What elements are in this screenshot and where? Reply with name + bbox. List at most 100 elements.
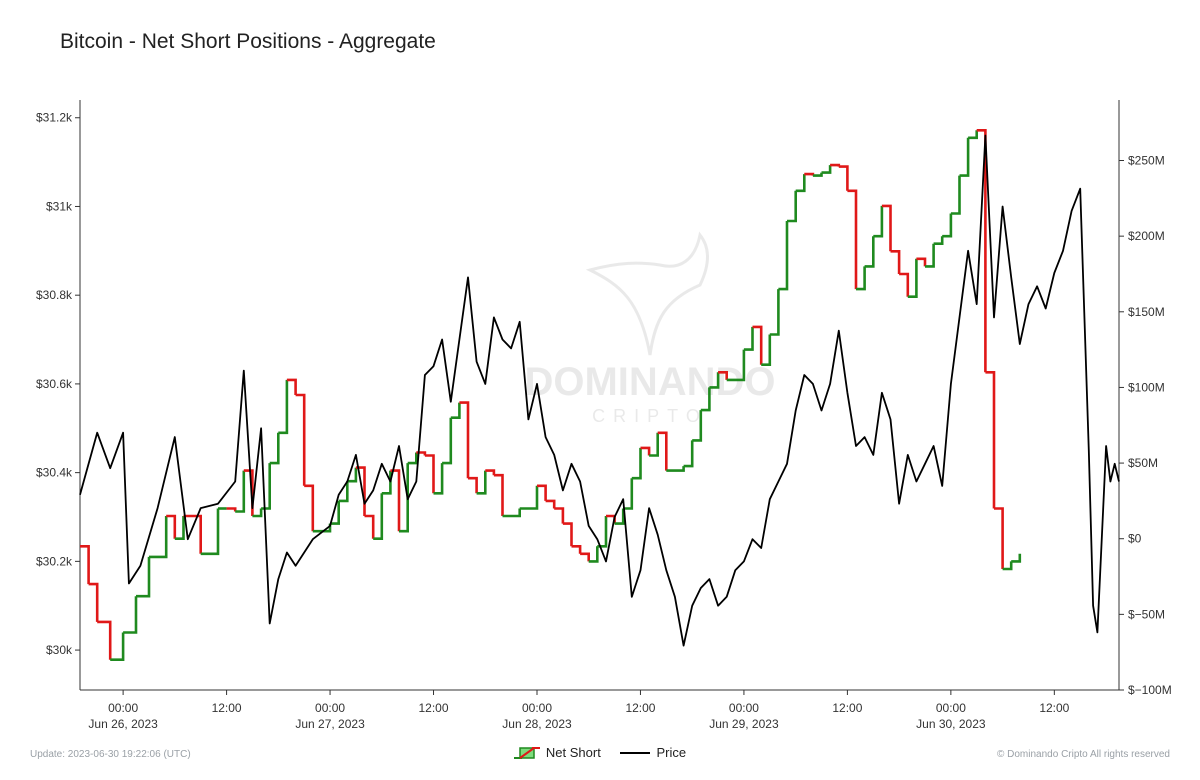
net-short-segment: [769, 289, 780, 336]
net-short-segment: [985, 371, 996, 509]
net-short-segment: [174, 516, 185, 540]
right-tick-label: $150M: [1128, 305, 1165, 319]
net-short-segment: [959, 137, 970, 177]
net-short-segment: [407, 452, 418, 465]
net-short-segment: [890, 250, 901, 274]
chart-title: Bitcoin - Net Short Positions - Aggregat…: [60, 30, 436, 53]
net-short-segment: [562, 522, 573, 547]
x-tick-time-label: 12:00: [625, 701, 655, 715]
right-tick-label: $200M: [1128, 229, 1165, 243]
left-tick-label: $30.2k: [36, 554, 73, 568]
net-short-segment: [554, 507, 565, 524]
net-short-segment: [950, 175, 961, 215]
left-tick-label: $30.4k: [36, 466, 73, 480]
net-short-segment: [881, 204, 892, 252]
net-short-segment: [795, 174, 806, 193]
watermark-line1: DOMINANDO: [524, 360, 775, 404]
net-short-segment: [136, 556, 151, 598]
legend-net-short-swatch-icon: [513, 746, 540, 759]
net-short-segment: [252, 508, 263, 518]
x-tick-time-label: 00:00: [729, 701, 759, 715]
net-short-segment: [166, 514, 177, 539]
net-short-segment: [433, 463, 444, 495]
net-short-segment: [838, 165, 849, 191]
net-short-segment: [726, 349, 746, 382]
net-short-segment: [399, 463, 409, 533]
net-short-segment: [364, 514, 375, 539]
x-tick-time-label: 12:00: [419, 701, 449, 715]
net-short-segment: [580, 552, 590, 562]
net-short-segment: [916, 257, 927, 267]
left-tick-label: $30k: [46, 643, 73, 657]
x-tick-time-label: 12:00: [1039, 701, 1069, 715]
net-short-segment: [787, 190, 797, 223]
net-short-segment: [571, 545, 582, 554]
net-short-segment: [873, 205, 884, 238]
net-short-segment: [761, 334, 772, 366]
net-short-segment: [821, 165, 832, 174]
net-short-segment: [830, 163, 841, 167]
net-short-segment: [1011, 553, 1022, 563]
right-tick-label: $250M: [1128, 154, 1165, 168]
net-short-segment: [476, 470, 487, 495]
net-short-segment: [614, 508, 625, 525]
net-short-segment: [373, 493, 384, 540]
net-short-segment: [442, 417, 453, 465]
legend-item-price[interactable]: Price: [620, 745, 686, 760]
right-tick-label: $100M: [1128, 380, 1165, 394]
legend-item-net-short[interactable]: Net Short: [513, 745, 601, 760]
left-tick-label: $31.2k: [36, 111, 73, 125]
legend-net-short-label: Net Short: [545, 745, 601, 760]
net-short-segment: [200, 508, 220, 556]
net-short-segment: [537, 484, 547, 501]
net-short-segment: [519, 485, 539, 510]
x-tick-time-label: 00:00: [108, 701, 138, 715]
net-short-segment: [304, 484, 315, 532]
net-short-segment: [700, 387, 711, 412]
net-short-segment: [269, 432, 280, 465]
net-short-segment: [183, 514, 202, 554]
left-axis-ticks: $30k $30.2k $30.4k $30.6k $30.8k $31k $31.2k: [36, 111, 80, 657]
right-tick-label: $0: [1128, 532, 1142, 546]
net-short-segment: [485, 469, 496, 476]
update-timestamp: Update: 2023-06-30 19:22:06 (UTC): [30, 749, 191, 760]
watermark-whale-tail-icon: [585, 231, 709, 356]
x-tick-time-label: 12:00: [212, 701, 242, 715]
x-tick-time-label: 00:00: [315, 701, 345, 715]
net-short-segment: [933, 236, 944, 245]
net-short-segment: [286, 378, 297, 395]
x-tick-date-label: Jun 28, 2023: [502, 717, 572, 731]
net-short-segment: [743, 326, 754, 351]
net-short-segment: [666, 466, 685, 472]
x-tick-time-label: 12:00: [832, 701, 862, 715]
right-tick-label: $−100M: [1128, 683, 1172, 697]
net-short-segment: [994, 507, 1004, 569]
net-short-segment: [804, 172, 815, 176]
x-tick-time-label: 00:00: [522, 701, 552, 715]
net-short-segment: [1002, 561, 1013, 571]
net-short-segment: [856, 266, 866, 291]
net-short-segment: [778, 221, 789, 291]
net-short-segment: [330, 500, 340, 525]
net-short-segment: [545, 499, 556, 509]
net-short-segment: [752, 325, 763, 365]
net-short-segment: [640, 446, 651, 456]
net-short-segment: [683, 440, 694, 468]
net-short-segment: [864, 236, 875, 268]
series-price: [79, 134, 1120, 647]
x-tick-time-label: 00:00: [936, 701, 966, 715]
net-short-segment: [235, 470, 246, 513]
legend-price-swatch-icon: [620, 751, 651, 754]
net-short-segment: [88, 582, 99, 622]
net-short-segment: [942, 213, 953, 238]
net-short-segment: [226, 507, 237, 512]
net-short-segment: [968, 130, 978, 140]
price-line: [79, 134, 1120, 647]
left-tick-label: $30.8k: [36, 288, 73, 302]
net-short-segment: [424, 454, 435, 494]
net-short-segment: [623, 478, 634, 510]
legend-price-label: Price: [656, 745, 687, 760]
net-short-segment: [468, 476, 478, 494]
left-tick-label: $30.6k: [36, 377, 73, 391]
